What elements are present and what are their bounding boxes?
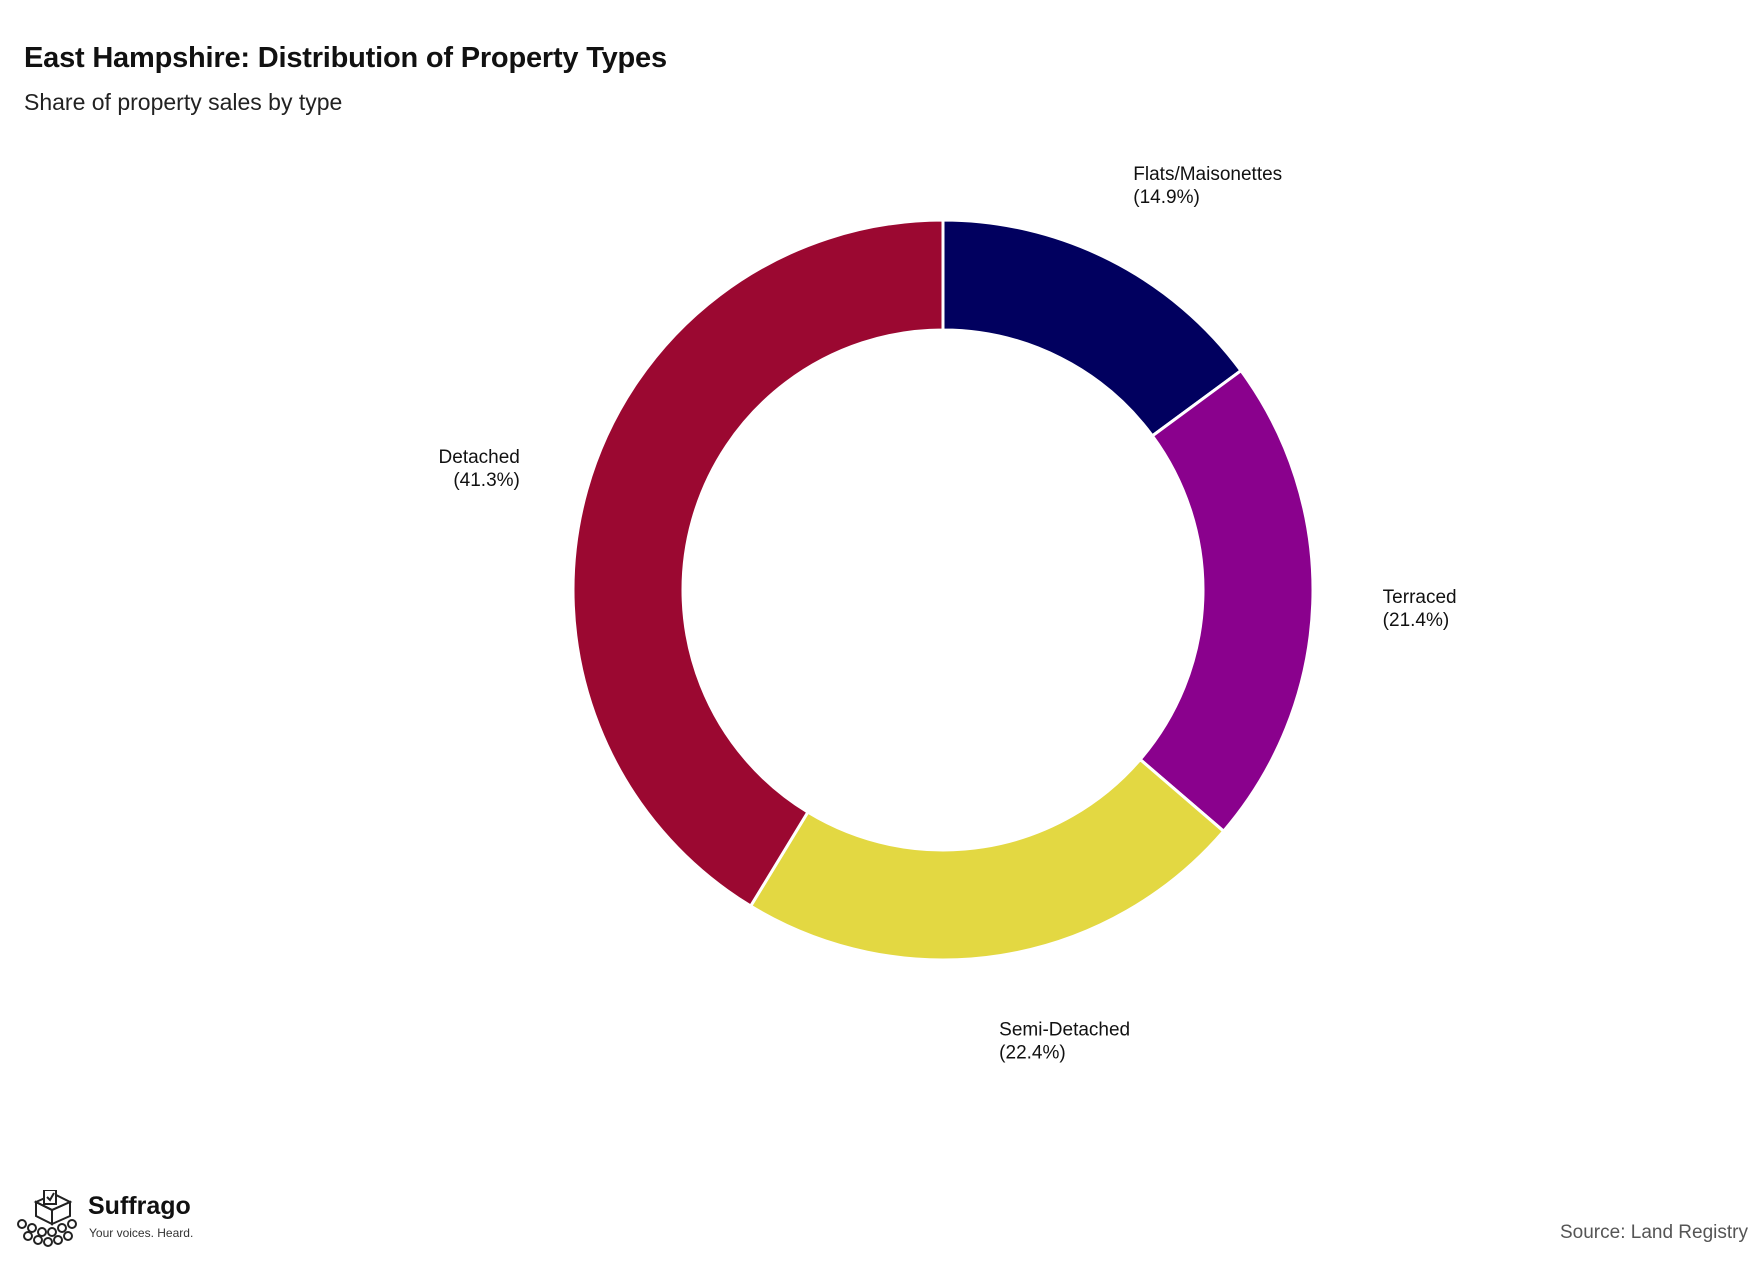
brand-tagline: Your voices. Heard.: [89, 1226, 194, 1240]
chart-title: East Hampshire: Distribution of Property…: [24, 42, 667, 74]
slice-value-flats-maisonettes: (14.9%): [1133, 187, 1200, 208]
slice-detached: [571, 218, 945, 909]
slice-label-detached: Detached: [439, 447, 520, 468]
slice-value-terraced: (21.4%): [1383, 610, 1450, 631]
donut-slices: [571, 218, 1315, 962]
slice-semi-detached: [748, 757, 1226, 962]
brand-logo: Suffrago Your voices. Heard.: [14, 1189, 204, 1250]
slice-value-semi-detached: (22.4%): [999, 1042, 1066, 1063]
source-note: Source: Land Registry: [1560, 1222, 1748, 1243]
slice-value-detached: (41.3%): [453, 470, 520, 491]
slice-labels: Flats/Maisonettes(14.9%) Terraced(21.4%) S…: [439, 164, 1457, 1063]
ballot-box-crowd-icon: [17, 1189, 77, 1247]
slice-terraced: [1138, 368, 1315, 834]
slice-label-semi-detached: Semi-Detached: [999, 1019, 1130, 1040]
slice-label-flats-maisonettes: Flats/Maisonettes: [1133, 164, 1282, 185]
brand-name: Suffrago: [88, 1192, 191, 1220]
chart-subtitle: Share of property sales by type: [24, 89, 343, 115]
slice-label-terraced: Terraced: [1383, 587, 1457, 608]
